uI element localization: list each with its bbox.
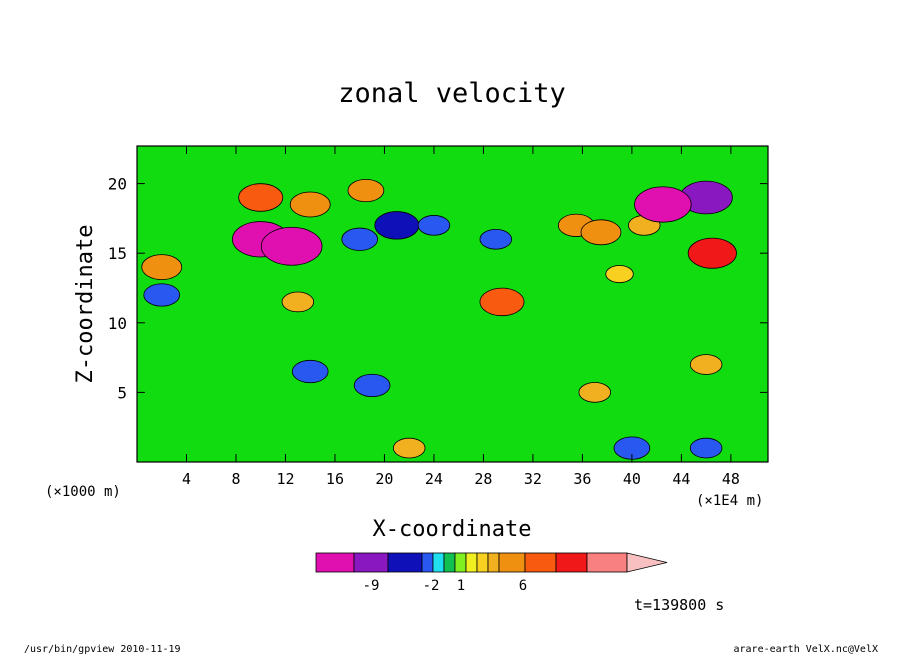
- colorbar-swatch: [315, 552, 355, 573]
- chart-title: zonal velocity: [338, 78, 566, 109]
- field-cell: [341, 227, 379, 251]
- colorbar-swatch: [432, 552, 445, 573]
- field-cell: [634, 186, 692, 223]
- colorbar-swatch: [476, 552, 489, 573]
- colorbar-swatch: [586, 552, 628, 573]
- field-cell: [689, 354, 723, 375]
- field-cell: [578, 382, 612, 403]
- field-cell: [374, 211, 420, 240]
- field-cell: [353, 373, 391, 398]
- plot-frame: [136, 145, 769, 463]
- colorbar-swatch: [353, 552, 389, 573]
- field-cell: [260, 226, 323, 266]
- x-tick-label: 8: [231, 470, 240, 488]
- x-tick-label: 12: [276, 470, 294, 488]
- x-tick-label: 32: [524, 470, 542, 488]
- y-tick-label: 20: [108, 175, 127, 194]
- field-cell: [289, 191, 331, 218]
- y-unit-label: (×1000 m): [45, 484, 121, 500]
- time-label: t=139800 s: [634, 596, 724, 614]
- x-axis-label: X-coordinate: [373, 517, 532, 542]
- y-axis-label: Z-coordinate: [73, 225, 98, 384]
- colorbar-swatch: [443, 552, 456, 573]
- colorbar-swatch: [421, 552, 434, 573]
- x-tick-label: 40: [623, 470, 641, 488]
- colorbar-swatch: [555, 552, 588, 573]
- y-tick-label: 15: [108, 244, 127, 263]
- field-cell: [687, 237, 737, 269]
- colorbar-extend-arrow: [626, 552, 668, 573]
- x-tick-label: 20: [375, 470, 393, 488]
- field-cell: [291, 359, 329, 384]
- field-cell: [141, 254, 183, 281]
- field-cell: [143, 283, 181, 307]
- colorbar-swatch: [498, 552, 526, 573]
- y-tick-label: 5: [117, 383, 127, 402]
- colorbar-tick-label: -9: [363, 578, 380, 594]
- colorbar-swatch: [487, 552, 500, 573]
- field-cell: [238, 183, 284, 212]
- field-cell: [392, 437, 426, 459]
- x-axis-ticks: 4 8 12 16 20 24 28 32 36 40 44 48: [182, 146, 740, 488]
- plot-area: [136, 145, 769, 463]
- y-axis-ticks: 5 10 15 20: [108, 175, 768, 402]
- field-cell: [605, 265, 634, 284]
- x-tick-label: 24: [425, 470, 443, 488]
- colorbar-swatch: [387, 552, 423, 573]
- colorbar-tick-label: 1: [457, 578, 465, 594]
- field-cell: [580, 219, 622, 246]
- x-tick-label: 16: [326, 470, 344, 488]
- field-cell: [479, 228, 513, 250]
- footer-left: /usr/bin/gpview 2010-11-19: [24, 644, 181, 654]
- colorbar-tick-label: -2: [423, 578, 440, 594]
- x-unit-label: (×1E4 m): [696, 493, 763, 509]
- field-cell: [689, 437, 723, 459]
- colorbar: -9 -2 1 6: [315, 552, 668, 594]
- y-tick-label: 10: [108, 314, 127, 333]
- x-tick-label: 48: [722, 470, 740, 488]
- x-tick-label: 44: [672, 470, 690, 488]
- field-cell: [417, 215, 451, 236]
- colorbar-swatch: [465, 552, 478, 573]
- colorbar-swatch: [524, 552, 557, 573]
- field-cell: [347, 178, 385, 203]
- field-cell: [479, 287, 525, 317]
- field-cell: [281, 291, 315, 313]
- x-tick-label: 4: [182, 470, 191, 488]
- colorbar-tick-label: 6: [519, 578, 527, 594]
- colorbar-swatch: [454, 552, 467, 573]
- x-tick-label: 36: [573, 470, 591, 488]
- footer-right: arare-earth_VelX.nc@VelX: [734, 644, 879, 654]
- x-tick-label: 28: [474, 470, 492, 488]
